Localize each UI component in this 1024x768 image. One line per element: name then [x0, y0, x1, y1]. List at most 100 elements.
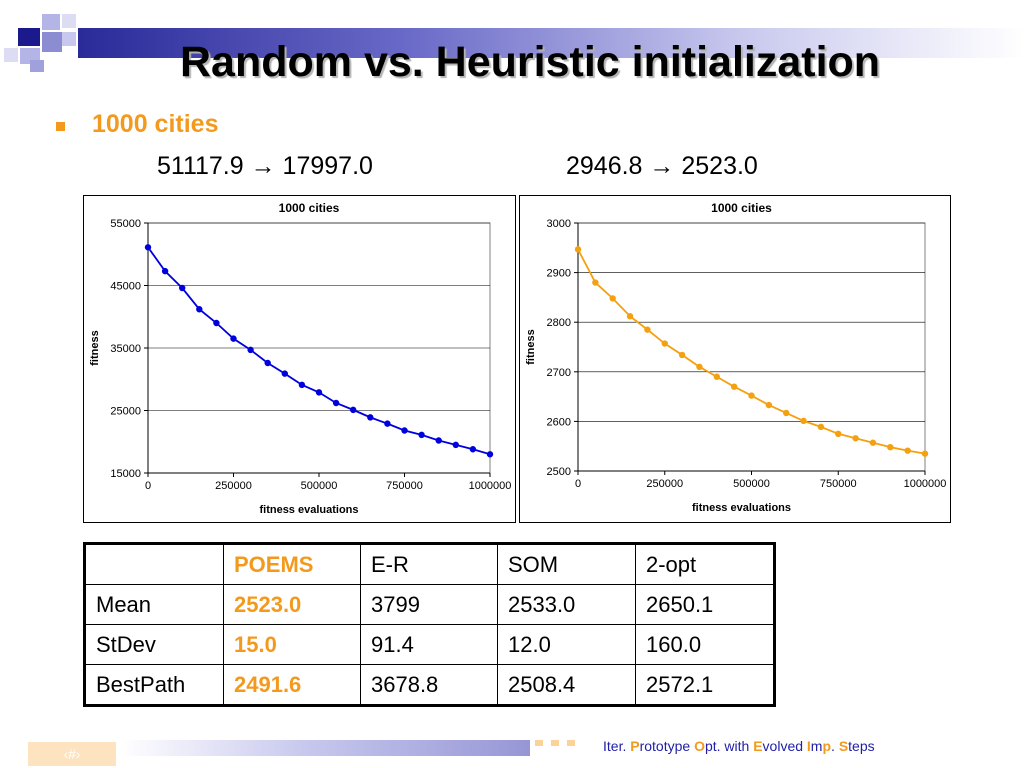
header-decoration-square: [62, 14, 76, 28]
x-tick-label: 250000: [646, 478, 683, 490]
page-number: ‹#›: [28, 742, 116, 766]
chart-heuristic-init: 2500 2600 2700 2800 2900 3000 0 250000 500000 750…: [519, 195, 951, 523]
chart-title: 1000 cities: [279, 201, 340, 215]
bullet-text: 1000 cities: [92, 110, 219, 138]
x-axis-label: fitness evaluations: [692, 502, 791, 514]
y-tick-label: 2800: [547, 317, 571, 329]
footer-text-part: I: [806, 738, 811, 754]
footer-text-part: E: [753, 738, 763, 754]
y-tick-label: 2600: [547, 416, 571, 428]
y-tick-label: 25000: [110, 406, 141, 418]
table-header-cell: 2-opt: [635, 543, 775, 585]
table-cell-poems: 2523.0: [223, 584, 361, 625]
data-point: [213, 319, 220, 327]
data-point: [678, 351, 686, 359]
slide-title: Random vs. Heuristic initialization: [180, 38, 881, 86]
data-point: [486, 451, 494, 458]
footer-text-part: p: [822, 738, 832, 754]
data-point: [196, 306, 203, 313]
x-tick-label: 500000: [733, 478, 770, 490]
data-point: [817, 423, 825, 431]
y-tick-label: 2500: [547, 466, 571, 478]
y-tick-label: 35000: [110, 343, 141, 355]
table-cell-poems: 2491.6: [223, 664, 361, 706]
table-row-label: StDev: [84, 624, 224, 665]
data-point: [696, 363, 703, 371]
x-tick-label: 250000: [215, 480, 252, 492]
y-tick-label: 2700: [547, 367, 571, 379]
convergence-label-right: 2946.8 → 2523.0: [566, 152, 758, 180]
convergence-label-left: 51117.9 → 17997.0: [157, 152, 373, 180]
footer-text-part: P: [630, 738, 640, 754]
data-point: [264, 359, 271, 367]
data-point: [574, 246, 582, 253]
footer-text: Iter. Prototype Opt. with Evolved Imp. S…: [603, 738, 875, 754]
x-tick-label: 0: [575, 478, 581, 490]
data-point: [609, 295, 616, 302]
footer-text-part: rototype: [639, 738, 695, 754]
table-cell: 3799: [360, 584, 498, 625]
chart-right-svg: 2500 2600 2700 2800 2900 3000 0 250000 500000 750…: [525, 201, 947, 514]
data-point: [887, 443, 894, 451]
x-axis-label: fitness evaluations: [259, 504, 358, 516]
data-point: [418, 431, 425, 439]
x-tick-label: 1000000: [904, 478, 947, 490]
header-decoration-square: [62, 32, 76, 46]
footer-decoration-dot: [551, 740, 559, 746]
data-point: [713, 373, 720, 380]
y-tick-label: 15000: [110, 468, 141, 480]
data-point: [401, 427, 408, 434]
footer-text-part: teps: [848, 738, 875, 754]
x-tick-label: 1000000: [469, 480, 512, 492]
footer-text-part: Iter.: [603, 738, 631, 754]
table-cell: 2508.4: [497, 664, 636, 706]
table-header-cell: [84, 543, 224, 585]
footer-decoration-dot: [535, 740, 543, 746]
data-point: [661, 340, 668, 347]
bullet-marker: [56, 122, 65, 131]
data-point: [835, 430, 842, 437]
data-point: [230, 335, 237, 342]
data-point: [748, 392, 755, 399]
header-decoration-square: [18, 28, 40, 46]
data-point: [332, 399, 340, 407]
table-header-cell: SOM: [497, 543, 636, 585]
x-tick-label: 500000: [301, 480, 338, 492]
table-cell-poems: 15.0: [223, 624, 361, 665]
y-tick-label: 3000: [547, 218, 571, 230]
header-decoration-square: [42, 32, 62, 52]
chart-left-svg: 15000 25000 35000 45000 55000 0 250000 500000 75…: [89, 201, 512, 516]
data-point: [904, 447, 911, 454]
x-tick-label: 750000: [386, 480, 423, 492]
data-point: [730, 383, 738, 390]
footer-text-part: S: [838, 738, 849, 754]
data-point: [247, 346, 254, 354]
table-header-row: POEMS E-R SOM 2-opt: [84, 543, 775, 585]
table-header-cell-poems: POEMS: [223, 543, 361, 585]
table-cell: 12.0: [497, 624, 636, 665]
x-tick-label: 0: [145, 480, 151, 492]
y-tick-label: 55000: [110, 218, 141, 230]
data-point: [469, 446, 477, 453]
data-point: [783, 409, 790, 417]
footer-text-part: volved: [762, 738, 807, 754]
data-point: [384, 420, 391, 427]
data-point: [452, 441, 459, 449]
table-row-label: BestPath: [84, 664, 224, 706]
data-point: [298, 381, 306, 389]
footer-text-part: O: [694, 738, 705, 754]
data-point: [144, 244, 152, 251]
x-tick-label: 750000: [820, 478, 857, 490]
data-point: [921, 450, 929, 457]
data-point: [765, 401, 773, 409]
table-row: Mean 2523.0 3799 2533.0 2650.1: [84, 584, 775, 625]
table-row: StDev 15.0 91.4 12.0 160.0: [84, 624, 775, 665]
results-table: POEMS E-R SOM 2-opt Mean 2523.0 3799 253…: [83, 542, 776, 707]
footer-text-part: .: [831, 738, 839, 754]
footer-decoration-dot: [567, 740, 575, 746]
data-point: [281, 370, 288, 377]
data-point: [852, 435, 859, 442]
table-row-label: Mean: [84, 584, 224, 625]
data-point: [315, 389, 323, 396]
data-point: [644, 326, 651, 333]
